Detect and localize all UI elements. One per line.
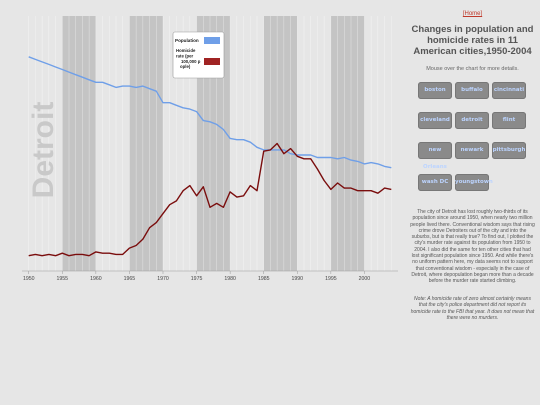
grid-lines <box>28 16 392 271</box>
x-tick-label: 1965 <box>124 276 136 282</box>
shaded-band-3 <box>263 16 298 271</box>
city-button-pittsburgh[interactable]: pittsburgh <box>492 142 526 159</box>
x-tick-label: 1960 <box>90 276 102 282</box>
x-tick-label: 1975 <box>191 276 203 282</box>
city-button-buffalo[interactable]: buffalo <box>455 82 489 99</box>
legend: Population Homicide rate (per 100,000 p … <box>172 31 225 79</box>
x-tick-label: 1970 <box>157 276 169 282</box>
x-axis-ticks: 1950 1955 1960 1965 1970 1975 1980 1985 1990 1995… <box>23 271 370 282</box>
x-tick-label: 1985 <box>258 276 270 282</box>
x-tick-label: 1950 <box>23 276 35 282</box>
x-tick-label: 1980 <box>224 276 236 282</box>
home-link[interactable]: [Home] <box>462 11 483 17</box>
line-chart[interactable]: Detroit 1950 1955 1960 1965 1970 1975 1980 1985… <box>0 0 405 300</box>
city-button-cincinnati[interactable]: cincinnati <box>492 82 526 99</box>
city-button-wash-dc[interactable]: wash DC <box>418 174 452 191</box>
city-button-detroit[interactable]: detroit <box>455 112 489 129</box>
x-tick-label: 1995 <box>325 276 337 282</box>
series-line-population[interactable] <box>28 56 392 169</box>
x-tick-label: 2000 <box>359 276 371 282</box>
legend-swatch-homicide-rate <box>204 58 220 65</box>
city-button-youngstown[interactable]: youngstown <box>455 174 493 191</box>
city-button-cleveland[interactable]: cleveland <box>418 112 452 129</box>
chart-title: Detroit <box>27 102 60 199</box>
city-button-new-orleans[interactable]: new Orleans <box>418 142 452 170</box>
city-button-newark[interactable]: newark <box>455 142 489 159</box>
shaded-bands <box>62 16 365 271</box>
legend-label-homicide-rate: Homicide rate (per 100,000 p ople) <box>176 48 202 69</box>
city-button-flint[interactable]: flint <box>492 112 526 129</box>
instructions-text: Mouse over the chart for more details. <box>426 66 519 72</box>
x-tick-label: 1955 <box>57 276 69 282</box>
page-title: Changes in population and homicide rates… <box>411 24 534 57</box>
shaded-band-0 <box>62 16 96 271</box>
legend-label-population: Population <box>175 38 199 43</box>
shaded-band-1 <box>129 16 163 271</box>
description-text: The city of Detroit has lost roughly two… <box>410 209 535 285</box>
x-tick-label: 1990 <box>292 276 304 282</box>
series-line-homicide-rate[interactable] <box>28 142 392 257</box>
shaded-band-4 <box>330 16 365 271</box>
note-text: Note: A homicide rate of zero almost cer… <box>410 296 535 321</box>
legend-swatch-population <box>204 37 220 44</box>
side-panel: [Home] Changes in population and homicid… <box>405 0 540 405</box>
city-button-boston[interactable]: boston <box>418 82 452 99</box>
series-lines <box>28 56 392 257</box>
